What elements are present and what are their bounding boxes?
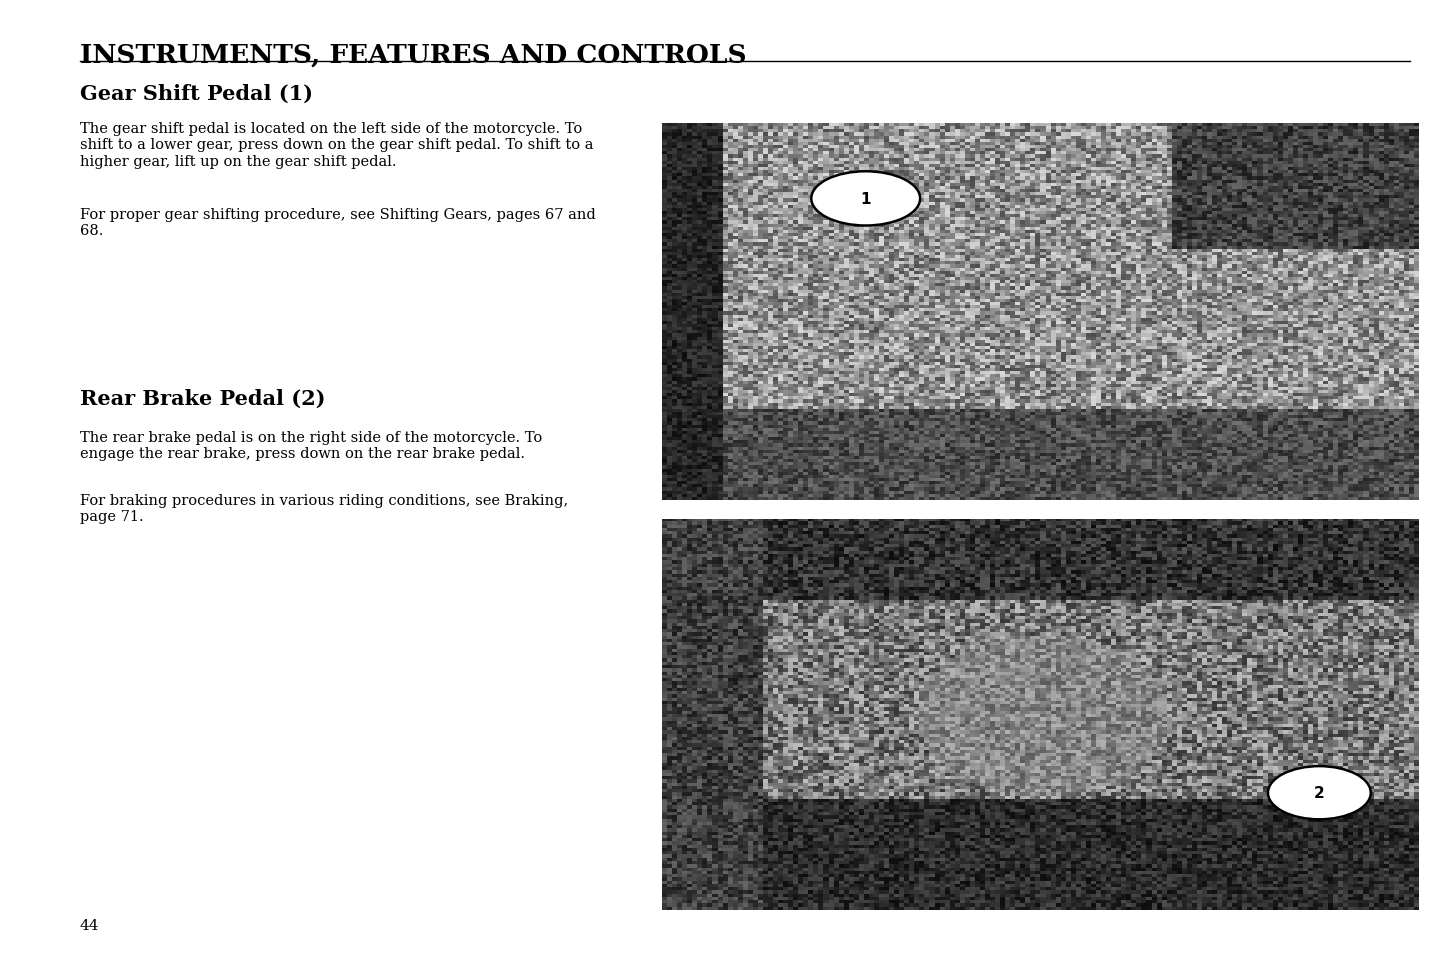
Text: The gear shift pedal is located on the left side of the motorcycle. To
shift to : The gear shift pedal is located on the l…: [80, 122, 593, 169]
Text: Rear Brake Pedal (2): Rear Brake Pedal (2): [80, 389, 326, 409]
Text: The rear brake pedal is on the right side of the motorcycle. To
engage the rear : The rear brake pedal is on the right sid…: [80, 431, 542, 461]
Text: For braking procedures in various riding conditions, see Braking,
page 71.: For braking procedures in various riding…: [80, 494, 569, 524]
Text: Gear Shift Pedal (1): Gear Shift Pedal (1): [80, 84, 313, 104]
Circle shape: [1268, 766, 1371, 820]
Text: 1: 1: [861, 192, 871, 207]
Text: 44: 44: [80, 918, 99, 932]
Text: INSTRUMENTS, FEATURES AND CONTROLS: INSTRUMENTS, FEATURES AND CONTROLS: [80, 43, 746, 68]
Text: 2: 2: [1314, 785, 1325, 801]
Circle shape: [811, 172, 920, 226]
Text: For proper gear shifting procedure, see Shifting Gears, pages 67 and
68.: For proper gear shifting procedure, see …: [80, 208, 596, 238]
